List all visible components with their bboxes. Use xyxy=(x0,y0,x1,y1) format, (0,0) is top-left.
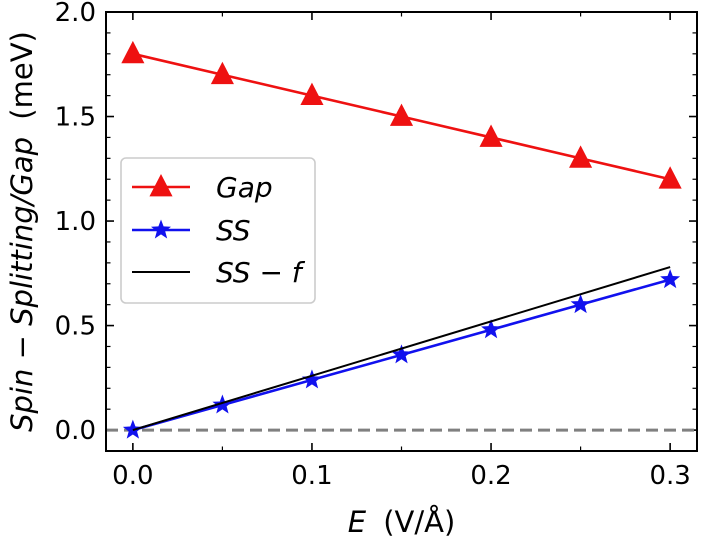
y-tick-label: 1.5 xyxy=(55,103,96,133)
y-axis-label: Spin − Splitting/Gap (meV) xyxy=(5,31,39,432)
data-point-gap xyxy=(210,61,234,85)
plot-frame xyxy=(105,11,698,452)
x-tick-label: 0.3 xyxy=(649,461,690,491)
legend-marker-ss xyxy=(151,219,171,239)
data-point-gap xyxy=(389,103,414,126)
x-tick-label: 0.0 xyxy=(112,461,153,491)
data-point-ss xyxy=(570,294,591,314)
legend: Gap SS SS − f xyxy=(120,157,316,304)
y-axis-label-quantity: Spin − Splitting/Gap xyxy=(5,137,39,432)
data-point-gap xyxy=(479,124,503,147)
series-line-ss-f xyxy=(132,266,671,432)
y-tick-label: 1.0 xyxy=(55,207,96,237)
y-tick-label: 2.0 xyxy=(55,0,96,28)
x-axis-label: E (V/Å) xyxy=(348,505,456,539)
data-point-ss xyxy=(660,269,681,289)
data-point-gap xyxy=(569,145,593,168)
data-point-gap xyxy=(121,40,145,64)
y-axis-label-unit: (meV) xyxy=(5,31,39,120)
legend-marker-gap xyxy=(149,174,173,197)
data-point-ss xyxy=(481,319,502,339)
x-axis-label-variable: E xyxy=(348,505,367,539)
tick-labels: 0.0 0.1 0.2 0.3 0.0 0.5 1.0 1.5 2.0 xyxy=(55,0,691,491)
data-point-gap xyxy=(300,82,324,106)
x-tick-label: 0.1 xyxy=(291,461,332,491)
legend-label-ss: SS xyxy=(216,214,251,247)
x-axis-label-unit: (V/Å) xyxy=(383,505,455,539)
data-point-ss xyxy=(301,369,322,389)
y-tick-label: 0.0 xyxy=(55,416,96,446)
data-point-ss xyxy=(212,394,233,414)
data-point-gap xyxy=(658,166,682,189)
legend-label-gap: Gap xyxy=(216,171,273,204)
legend-label-ss-f: SS − f xyxy=(216,256,306,289)
y-tick-label: 0.5 xyxy=(55,312,96,342)
data-point-ss xyxy=(391,344,412,364)
x-tick-label: 0.2 xyxy=(470,461,511,491)
plot-area xyxy=(106,40,697,439)
